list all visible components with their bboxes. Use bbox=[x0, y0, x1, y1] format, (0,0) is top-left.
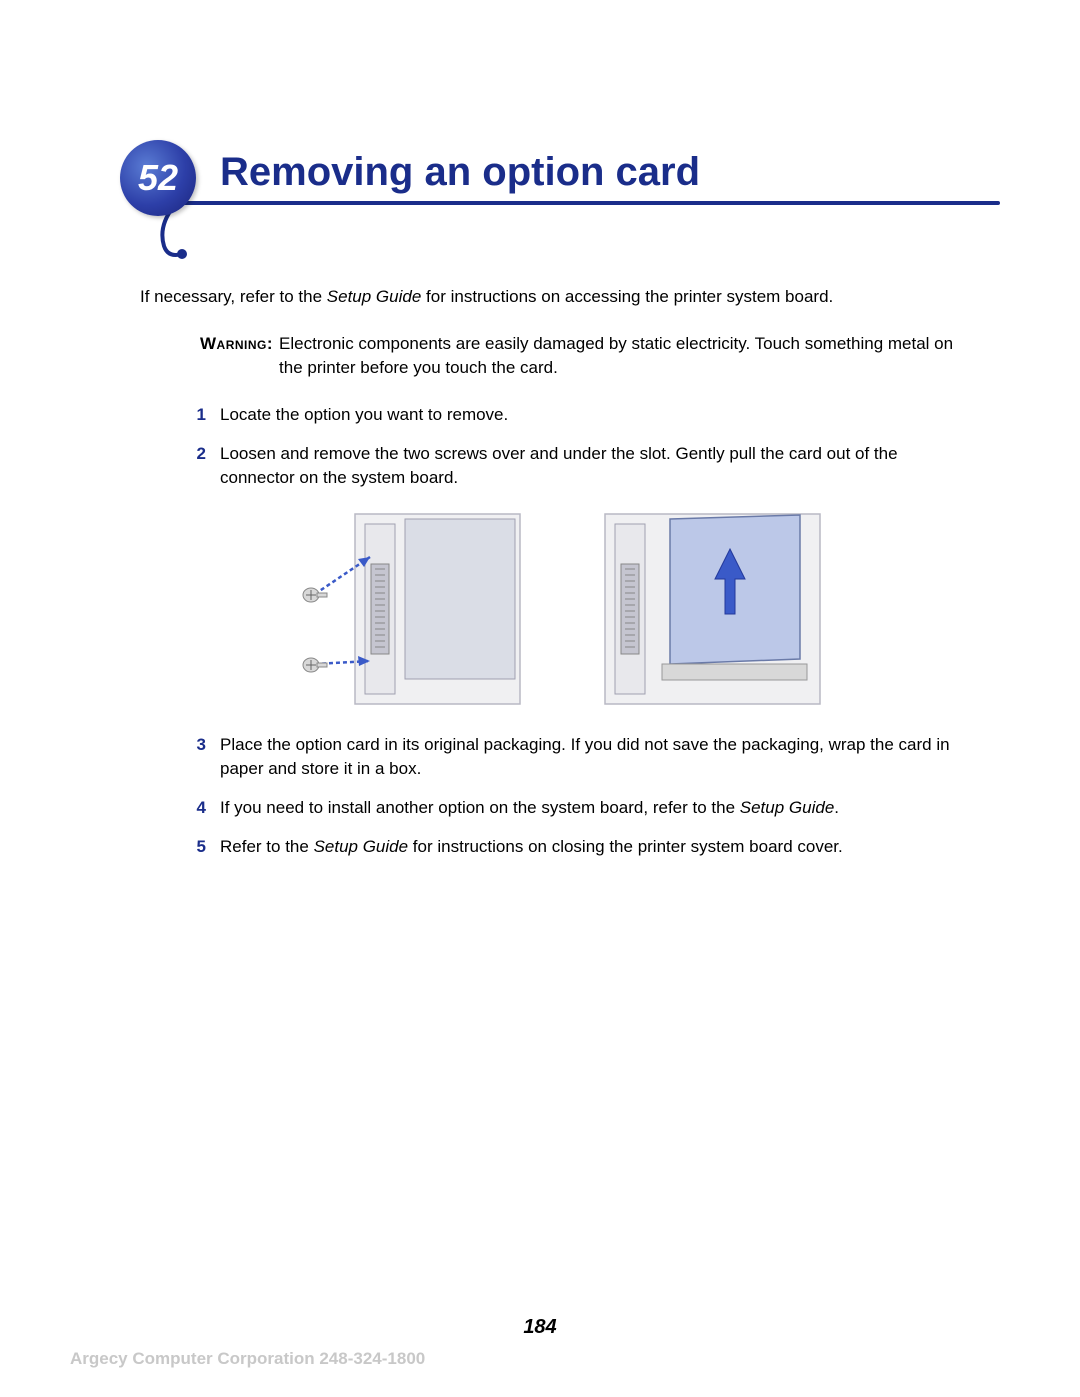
chapter-number-badge: 52 bbox=[120, 140, 196, 216]
step-item: 2 Loosen and remove the two screws over … bbox=[180, 442, 970, 491]
step-number: 2 bbox=[180, 442, 206, 491]
chapter-title: Removing an option card bbox=[130, 150, 1000, 201]
step-item: 1 Locate the option you want to remove. bbox=[180, 403, 970, 428]
step-item: 4 If you need to install another option … bbox=[180, 796, 970, 821]
warning-label: Warning: bbox=[200, 332, 273, 381]
warning-block: Warning: Electronic components are easil… bbox=[200, 332, 970, 381]
step-number: 3 bbox=[180, 733, 206, 782]
heading-underline bbox=[170, 201, 1000, 205]
step-text: Place the option card in its original pa… bbox=[220, 733, 970, 782]
steps-list: 1 Locate the option you want to remove. … bbox=[180, 403, 970, 491]
diagram-pull-card bbox=[585, 509, 825, 709]
step-number: 5 bbox=[180, 835, 206, 860]
page-content: If necessary, refer to the Setup Guide f… bbox=[140, 285, 970, 859]
step-number: 4 bbox=[180, 796, 206, 821]
chapter-number: 52 bbox=[138, 157, 178, 199]
diagram-remove-screws bbox=[285, 509, 525, 709]
footer-corporation: Argecy Computer Corporation 248-324-1800 bbox=[70, 1349, 425, 1369]
step-text: Refer to the Setup Guide for instruction… bbox=[220, 835, 970, 860]
instruction-diagrams bbox=[140, 509, 970, 709]
step-text: Loosen and remove the two screws over an… bbox=[220, 442, 970, 491]
chapter-heading: 52 Removing an option card bbox=[130, 150, 1000, 205]
intro-paragraph: If necessary, refer to the Setup Guide f… bbox=[140, 285, 970, 310]
step-text: If you need to install another option on… bbox=[220, 796, 970, 821]
step-number: 1 bbox=[180, 403, 206, 428]
step-item: 5 Refer to the Setup Guide for instructi… bbox=[180, 835, 970, 860]
step-text: Locate the option you want to remove. bbox=[220, 403, 970, 428]
steps-list-continued: 3 Place the option card in its original … bbox=[180, 733, 970, 860]
warning-text: Electronic components are easily damaged… bbox=[279, 332, 970, 381]
page-number: 184 bbox=[0, 1316, 1080, 1339]
step-item: 3 Place the option card in its original … bbox=[180, 733, 970, 782]
